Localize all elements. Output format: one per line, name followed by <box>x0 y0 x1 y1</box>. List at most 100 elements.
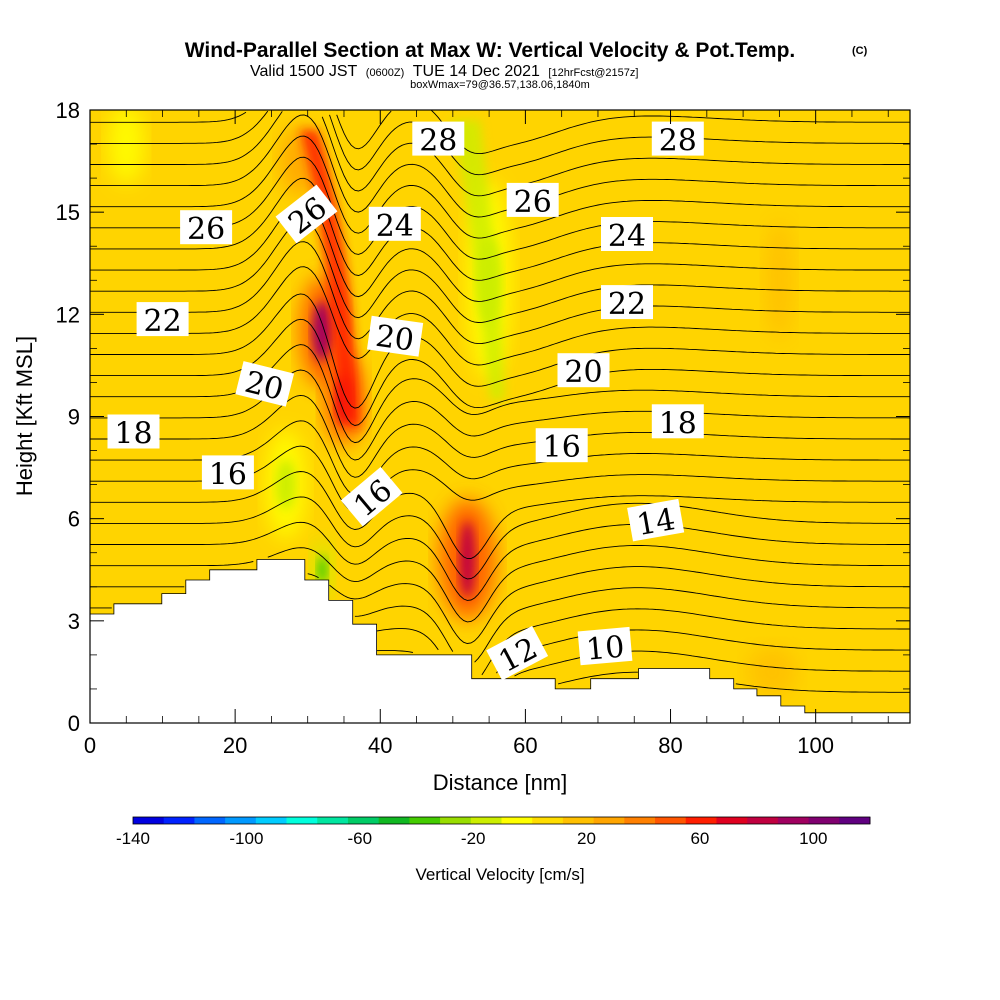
contour-label: 18 <box>651 404 704 441</box>
contour-label-box <box>577 626 633 666</box>
contour-label-box <box>486 625 549 681</box>
colorbar-label: Vertical Velocity [cm/s] <box>415 865 584 884</box>
contour-label-box <box>557 353 610 388</box>
contour-label-box <box>506 182 559 217</box>
x-tick-label: 100 <box>797 733 834 758</box>
colorbar-frame <box>132 816 871 825</box>
contour-label-box <box>366 315 424 357</box>
colorbar-swatch <box>624 817 656 824</box>
updraft-band <box>300 130 360 430</box>
isentrope-line <box>90 318 910 426</box>
isentrope-line <box>90 266 910 366</box>
colorbar-tick-label: -20 <box>461 829 486 848</box>
contour-label-text: 26 <box>514 185 552 220</box>
colorbar-swatch <box>501 817 533 824</box>
contour-label-text: 28 <box>659 124 697 159</box>
colorbar-swatch <box>655 817 687 824</box>
colorbar-tick-label: -140 <box>116 829 150 848</box>
isentrope-line <box>90 566 910 644</box>
copyright-mark: (C) <box>852 45 868 57</box>
contour-label-box <box>180 210 233 245</box>
contour-label: 14 <box>627 498 685 543</box>
contour-label: 22 <box>136 302 189 339</box>
vertical-velocity-blob <box>108 110 145 185</box>
contour-label: 20 <box>557 353 610 390</box>
contour-label: 26 <box>506 182 559 220</box>
contour-label-box <box>107 414 160 449</box>
contour-label-box <box>235 361 295 407</box>
downdraft-band <box>450 120 505 400</box>
colorbar: -140 -100 -60 -20 20 60 100 <box>116 816 871 848</box>
y-tick-label: 12 <box>56 302 80 327</box>
colorbar-swatch <box>347 817 380 824</box>
isentrope-line <box>90 471 910 560</box>
colorbar-swatch <box>685 817 717 824</box>
contour-label-box <box>601 285 653 320</box>
x-tick-label: 20 <box>223 733 247 758</box>
contour-label-text: 24 <box>608 219 646 254</box>
y-tick-label: 15 <box>56 200 80 225</box>
isentrope-line <box>90 369 910 461</box>
x-tick-label: 80 <box>658 733 682 758</box>
colorbar-swatch <box>133 817 165 824</box>
contour-label-text: 28 <box>419 124 457 159</box>
x-tick-label: 0 <box>84 733 96 758</box>
y-tick-label: 18 <box>56 98 80 123</box>
vertical-velocity-core <box>312 301 333 362</box>
contour-label-text: 16 <box>209 457 247 492</box>
isentrope-line <box>90 135 910 239</box>
isentrope-line <box>90 177 910 281</box>
colorbar-swatch <box>716 817 748 824</box>
contour-label-box <box>368 206 421 241</box>
contour-label-text: 16 <box>543 430 581 465</box>
contour-label: 22 <box>601 285 653 322</box>
colorbar-swatch <box>808 817 840 824</box>
chart-title: Wind-Parallel Section at Max W: Vertical… <box>185 39 796 62</box>
contour-label: 20 <box>366 315 424 359</box>
colorbar-swatch <box>532 817 564 824</box>
contour-label-box <box>136 302 189 337</box>
y-axis-label: Height [Kft MSL] <box>12 336 37 496</box>
isentrope-line <box>376 608 910 676</box>
contour-label-box <box>651 121 704 156</box>
contour-label: 24 <box>368 206 421 244</box>
contour-label: 16 <box>535 428 588 465</box>
colorbar-swatch <box>562 817 595 824</box>
contour-label-text: 20 <box>373 319 416 359</box>
y-tick-label: 0 <box>68 711 80 736</box>
vertical-velocity-core <box>459 521 476 598</box>
isentrope-line <box>90 587 910 663</box>
vertical-velocity-core <box>317 555 328 584</box>
contour-label-text: 22 <box>144 304 182 339</box>
contour-label-box <box>340 466 403 527</box>
colorbar-swatch <box>593 817 625 824</box>
colorbar-swatch <box>839 817 871 824</box>
isentrope-line <box>90 198 910 302</box>
contour-label: 10 <box>577 626 633 668</box>
colorbar-tick-label: -100 <box>229 829 263 848</box>
contour-label-text: 20 <box>564 355 602 390</box>
vertical-velocity-blob <box>765 220 794 341</box>
contour-label: 28 <box>412 121 465 159</box>
colorbar-tick-label: 100 <box>799 829 827 848</box>
isentrope-line <box>90 241 910 345</box>
isentrope-line <box>90 545 910 623</box>
contour-label-text: 24 <box>376 209 414 244</box>
contour-label-text: 26 <box>187 212 225 247</box>
subtitle-date: TUE 14 Dec 2021 <box>413 63 540 80</box>
colorbar-swatch <box>225 817 257 824</box>
y-tick-label: 9 <box>68 405 80 430</box>
contour-label-text: 10 <box>585 630 626 668</box>
isentrope-line <box>90 293 910 409</box>
subtitle-valid-time: Valid 1500 JST <box>250 63 358 80</box>
isentrope-line <box>90 496 910 580</box>
isentrope-line <box>376 629 910 674</box>
contour-label-box <box>601 217 653 251</box>
contour-label-box <box>412 121 465 156</box>
colorbar-swatch <box>317 817 349 824</box>
colorbar-swatch <box>378 817 410 824</box>
vertical-velocity-core <box>275 459 296 510</box>
